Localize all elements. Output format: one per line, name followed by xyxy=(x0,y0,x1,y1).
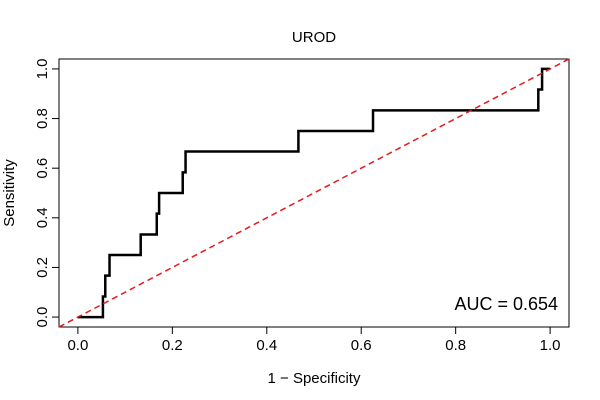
x-tick-label: 0.0 xyxy=(67,337,88,354)
auc-annotation: AUC = 0.654 xyxy=(454,294,558,314)
chart-title: UROD xyxy=(292,29,336,46)
x-tick-label: 0.4 xyxy=(256,337,277,354)
roc-curve-line xyxy=(77,67,551,319)
x-tick-label: 0.6 xyxy=(351,337,372,354)
y-axis-label: Sensitivity xyxy=(1,159,18,227)
y-tick-label: 0.2 xyxy=(34,257,51,278)
reference-diagonal-line xyxy=(58,58,570,328)
x-axis: 0.0 0.2 0.4 0.6 0.8 1.0 xyxy=(67,326,561,354)
x-tick-label: 0.2 xyxy=(162,337,183,354)
y-axis: 0.0 0.2 0.4 0.6 0.8 1.0 xyxy=(34,58,60,328)
y-tick-label: 0.0 xyxy=(34,307,51,328)
y-tick-label: 1.0 xyxy=(34,58,51,79)
x-tick-label: 1.0 xyxy=(540,337,561,354)
series-layer xyxy=(58,58,570,328)
x-axis-label: 1 − Specificity xyxy=(268,370,361,387)
y-tick-label: 0.6 xyxy=(34,158,51,179)
x-tick-label: 0.8 xyxy=(445,337,466,354)
y-tick-label: 0.8 xyxy=(34,108,51,129)
y-tick-label: 0.4 xyxy=(34,207,51,228)
